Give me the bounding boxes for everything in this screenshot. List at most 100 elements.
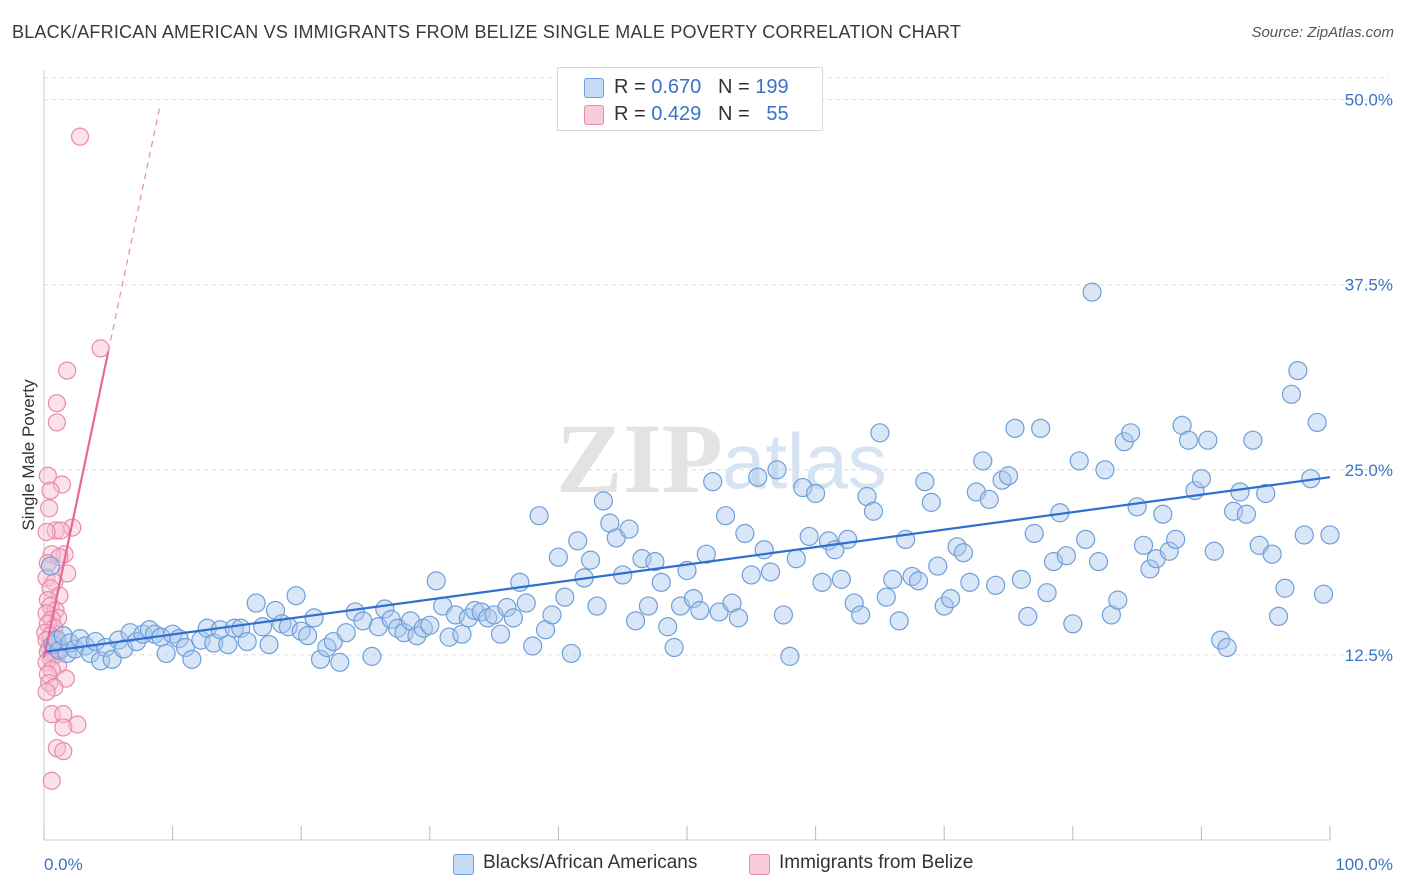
black-point <box>1127 497 1147 517</box>
black-point <box>1159 541 1179 561</box>
belize-point <box>54 718 73 737</box>
black-point <box>336 623 356 643</box>
bottom-legend-label-belize: Immigrants from Belize <box>779 852 974 873</box>
bottom-legend-swatch-pink <box>749 854 770 875</box>
black-point <box>587 596 607 616</box>
black-point <box>619 519 639 539</box>
black-point <box>883 569 903 589</box>
belize-point <box>47 394 66 413</box>
black-point <box>941 589 961 609</box>
black-point <box>831 569 851 589</box>
belize-point <box>38 553 57 573</box>
black-point <box>844 593 864 613</box>
belize-trend-extension <box>107 106 161 352</box>
black-point <box>812 572 832 592</box>
black-point <box>516 593 536 613</box>
black-point <box>593 491 614 511</box>
black-point <box>407 626 427 646</box>
black-point <box>645 552 665 572</box>
tick-labels: 12.5% 25.0% 37.5% 50.0% 0.0% 100.0% <box>44 91 1393 874</box>
black-point <box>1191 469 1212 489</box>
legend-text-black: R = 0.670 N = 199 <box>614 76 789 98</box>
black-point <box>760 562 781 582</box>
black-point <box>490 624 511 644</box>
black-point <box>555 587 575 607</box>
legend-swatch-pink <box>584 105 604 125</box>
trend-lines <box>42 106 1331 659</box>
belize-point <box>37 522 56 542</box>
black-point <box>851 605 871 625</box>
black-point <box>1005 418 1025 438</box>
source-note: Source: ZipAtlas.com <box>1251 24 1394 41</box>
black-point <box>1076 529 1096 550</box>
black-point <box>1082 282 1102 302</box>
black-point <box>928 556 948 576</box>
black-point <box>979 489 999 510</box>
correlation-legend: R = 0.670 N = 199 R = 0.429 N = 55 <box>557 67 823 131</box>
black-point <box>1011 569 1031 589</box>
black-point <box>786 549 806 569</box>
black-point <box>286 586 306 606</box>
black-point <box>838 529 858 550</box>
black-point <box>362 646 382 666</box>
black-point <box>1108 590 1128 610</box>
belize-point <box>70 127 90 146</box>
belize-point <box>68 715 87 734</box>
black-point <box>561 643 581 664</box>
belize-trend-line <box>42 351 110 659</box>
black-point <box>523 636 543 656</box>
black-point <box>1217 637 1237 658</box>
black-point <box>529 506 549 526</box>
black-point <box>1307 412 1327 433</box>
black-point <box>1056 546 1076 566</box>
black-point <box>728 608 749 628</box>
black-point <box>754 540 774 560</box>
black-point <box>1166 529 1186 550</box>
black-point <box>1320 525 1340 545</box>
black-point <box>1211 630 1231 650</box>
black-point <box>568 531 588 551</box>
black-point <box>1198 430 1218 450</box>
belize-point <box>51 521 70 540</box>
black-point <box>246 593 266 613</box>
watermark-atlas: atlas <box>722 417 887 505</box>
black-point <box>735 523 755 544</box>
black-point <box>1178 430 1199 450</box>
black-point <box>915 472 935 492</box>
black-point <box>889 611 909 631</box>
black-point <box>690 600 710 621</box>
black-point <box>683 589 704 609</box>
black-point <box>986 575 1006 595</box>
black-point <box>1236 504 1257 524</box>
black-point <box>1063 614 1083 634</box>
black-point <box>651 572 671 592</box>
x-tick-label-min: 0.0% <box>44 855 83 874</box>
belize-point <box>42 771 61 790</box>
x-tick-label-max: 100.0% <box>1335 855 1393 874</box>
black-point <box>908 571 929 591</box>
black-point <box>580 550 601 570</box>
y-tick-label: 25.0% <box>1345 461 1393 480</box>
black-point <box>1140 559 1160 579</box>
black-point <box>773 605 794 625</box>
black-point <box>40 556 61 576</box>
black-point <box>1204 541 1224 561</box>
black-point <box>876 587 896 607</box>
black-point <box>497 597 517 618</box>
y-tick-label: 50.0% <box>1345 91 1393 110</box>
black-point <box>638 596 659 616</box>
black-point <box>1268 606 1289 627</box>
black-point <box>156 643 176 664</box>
black-point <box>420 615 440 635</box>
black-point <box>542 605 562 625</box>
black-point <box>1243 430 1263 450</box>
black-point <box>1313 584 1334 604</box>
black-points <box>40 282 1340 672</box>
black-trend-line <box>43 476 1331 654</box>
black-point <box>1024 523 1044 544</box>
black-point <box>1069 451 1089 471</box>
black-point <box>175 637 196 658</box>
black-point <box>548 547 569 567</box>
black-point <box>1281 384 1302 404</box>
